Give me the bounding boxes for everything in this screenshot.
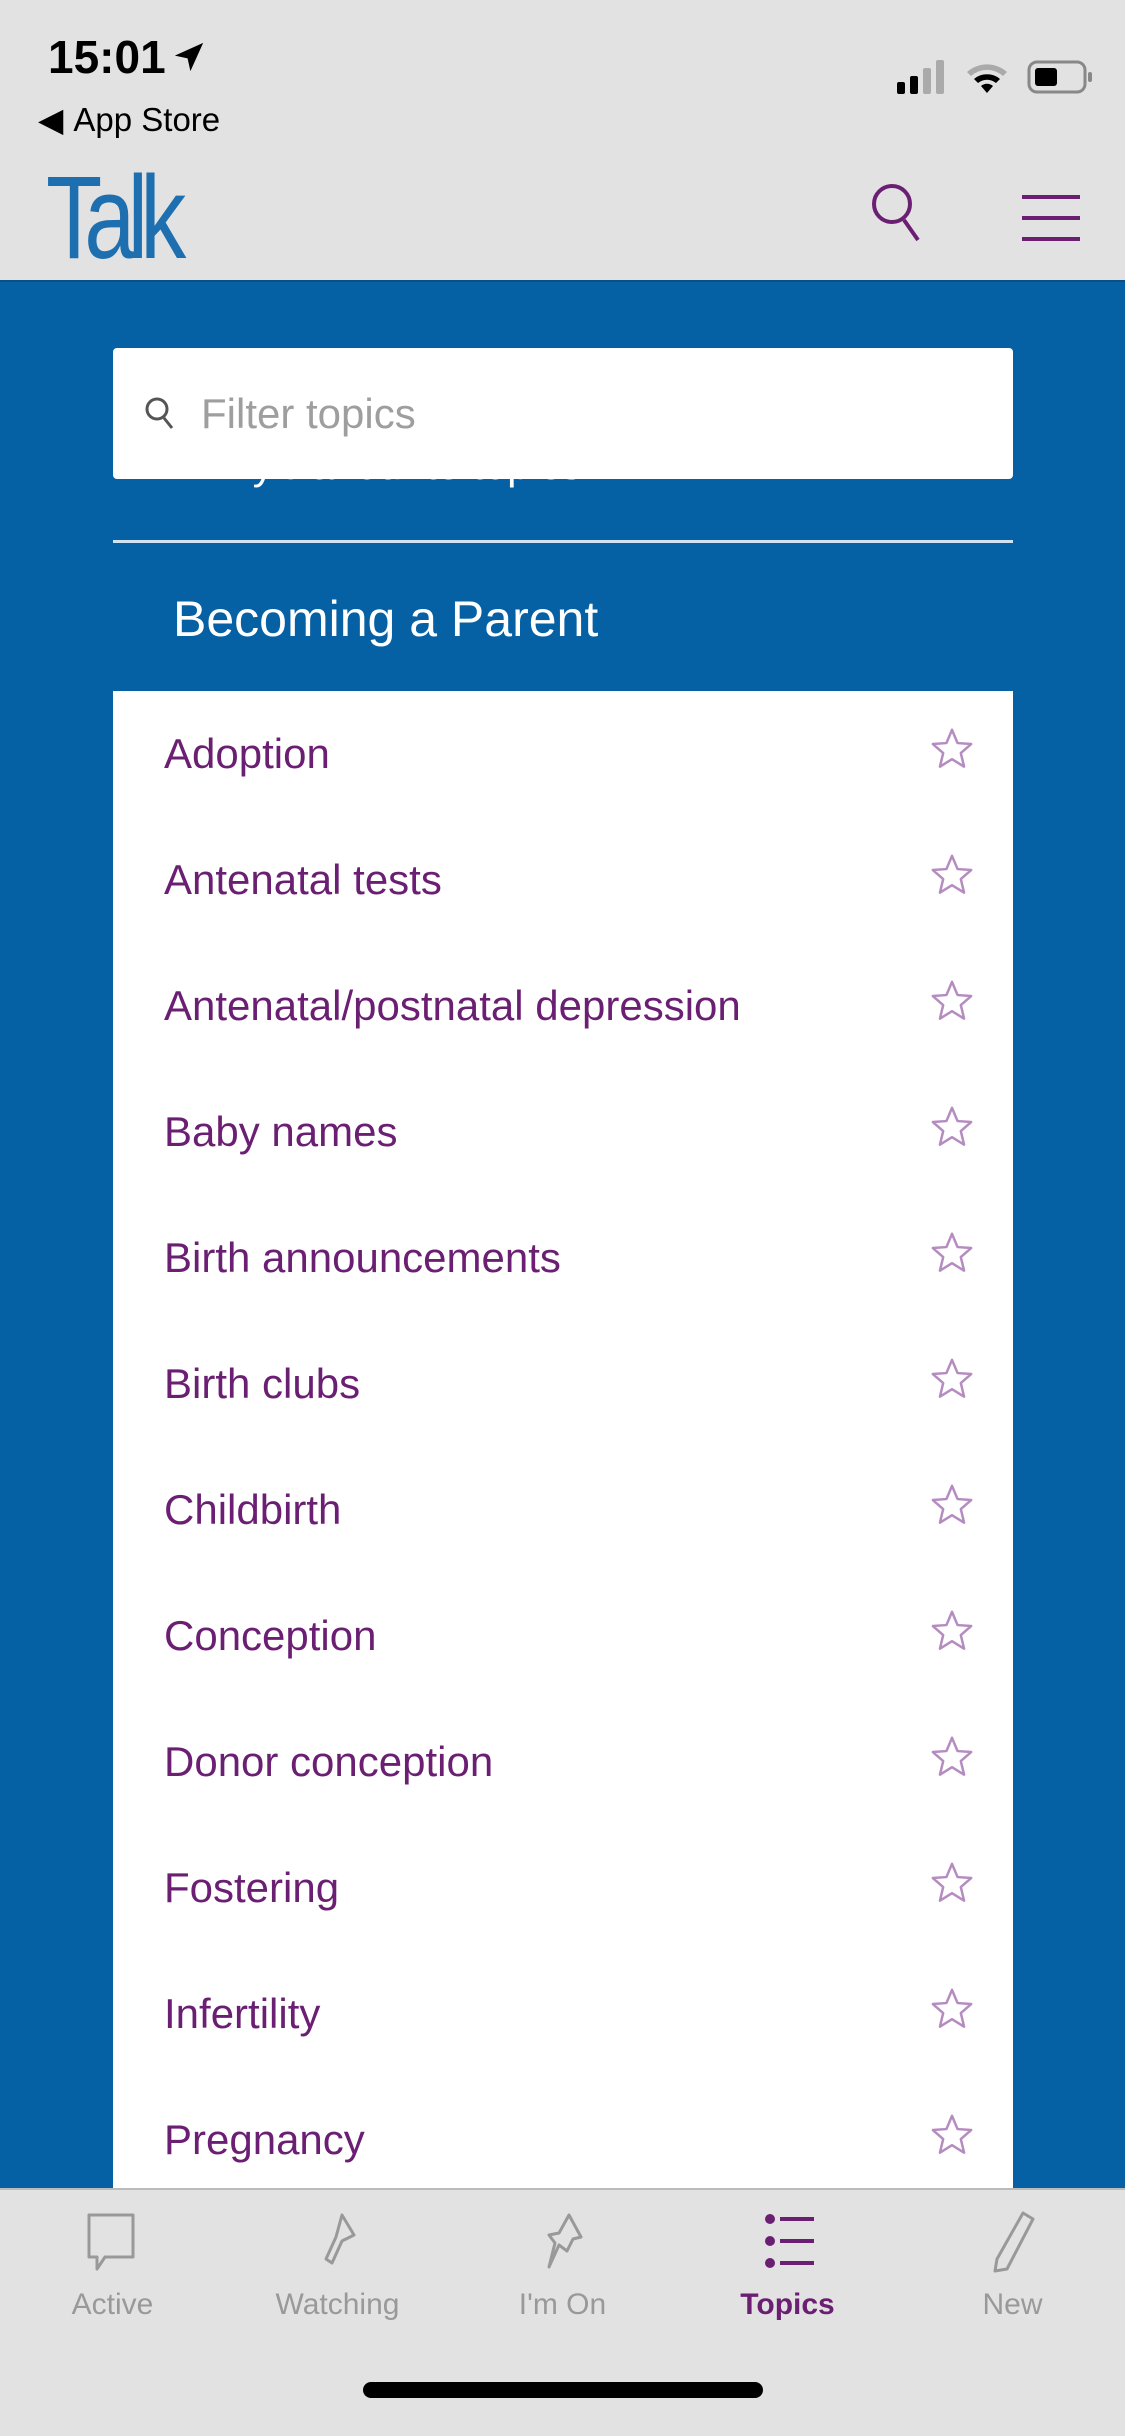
favourite-star-icon[interactable] [929,1860,975,1916]
topic-row[interactable]: Antenatal tests [113,817,1013,943]
tab-label: New [982,2288,1043,2321]
topic-list: Adoption Antenatal tests Antenatal/postnat… [113,691,1013,2191]
topic-row[interactable]: Pregnancy [113,2077,1013,2203]
topic-row[interactable]: Antenatal/postnatal depression [113,943,1013,1069]
topic-label: Birth announcements [164,1234,561,1281]
favourite-star-icon[interactable] [929,852,975,908]
topic-label: Antenatal/postnatal depression [164,982,741,1029]
topic-label: Infertility [164,1990,321,2037]
topic-row[interactable]: Infertility [113,1951,1013,2077]
favourite-star-icon[interactable] [929,726,975,782]
filter-topics-input[interactable] [201,389,901,438]
pencil-icon [993,2211,1034,2273]
topic-label: Baby names [164,1108,398,1155]
favourite-star-icon[interactable] [929,1986,975,2042]
search-icon[interactable] [870,180,926,244]
home-indicator[interactable] [363,2382,763,2398]
topic-label: Pregnancy [164,2116,365,2163]
topic-label: Fostering [164,1864,340,1911]
topic-label: Antenatal tests [164,856,442,903]
section-title[interactable]: Becoming a Parent [173,591,599,647]
speech-bubble-icon [87,2213,134,2271]
tab-label: I'm On [518,2288,607,2321]
talk-logo[interactable]: Talk [46,152,186,284]
flashlight-icon [324,2213,355,2265]
favourite-star-icon[interactable] [929,1482,975,1538]
favourite-star-icon[interactable] [929,978,975,1034]
favourite-star-icon[interactable] [929,1734,975,1790]
topic-row[interactable]: Birth announcements [113,1195,1013,1321]
filter-topics-box[interactable] [113,348,1013,479]
battery-icon [1027,60,1092,94]
topic-label: Conception [164,1612,377,1659]
wifi-icon [967,64,1007,93]
favourite-star-icon[interactable] [929,1608,975,1664]
tab-label: Active [71,2288,154,2321]
topic-row[interactable]: Donor conception [113,1699,1013,1825]
topic-row[interactable]: Conception [113,1573,1013,1699]
signal-icon [897,60,944,94]
tab-bar: Active Watching I'm On Topics New [0,2188,1125,2436]
status-icons [897,60,1093,94]
tab-new[interactable]: New [900,2210,1125,2322]
favourite-star-icon[interactable] [929,1230,975,1286]
hamburger-menu-icon[interactable] [1022,195,1080,241]
tab-label: Topics [740,2288,835,2321]
location-arrow-icon [174,42,203,72]
favourite-star-icon[interactable] [929,1104,975,1160]
topic-row[interactable]: Fostering [113,1825,1013,1951]
divider [113,540,1013,543]
status-time: 15:01 [48,30,206,84]
tab-active[interactable]: Active [0,2210,225,2322]
topic-label: Childbirth [164,1486,342,1533]
topic-row[interactable]: Baby names [113,1069,1013,1195]
topic-row[interactable]: Birth clubs [113,1321,1013,1447]
tab-topics[interactable]: Topics [675,2210,900,2322]
topic-row[interactable]: Adoption [113,691,1013,817]
back-to-app-store[interactable]: ◀ App Store [38,100,221,139]
topic-label: Birth clubs [164,1360,361,1407]
topic-label: Adoption [164,730,330,777]
favourite-star-icon[interactable] [929,2112,975,2168]
filter-search-icon [145,397,174,429]
top-bar: 15:01 ◀ App Store Talk [0,0,1125,284]
topic-label: Donor conception [164,1738,494,1785]
tab-i-m-on[interactable]: I'm On [450,2210,675,2322]
back-triangle-icon: ◀ [38,101,64,138]
tab-label: Watching [275,2288,400,2321]
list-icon [764,2214,814,2268]
favourite-star-icon[interactable] [929,1356,975,1412]
topic-row[interactable]: Childbirth [113,1447,1013,1573]
pushpin-icon [547,2213,582,2269]
tab-watching[interactable]: Watching [225,2210,450,2322]
